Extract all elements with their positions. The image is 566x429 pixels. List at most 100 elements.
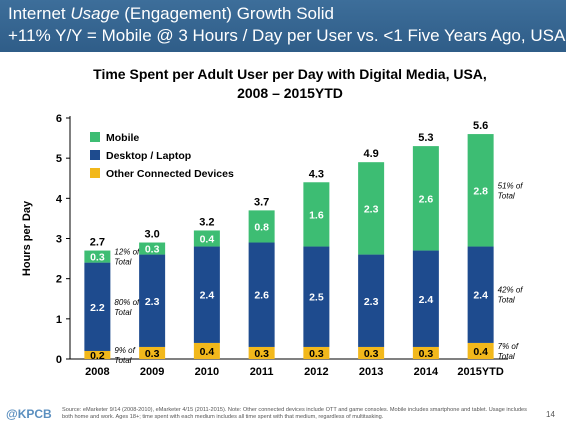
data-label-mobile: 0.3	[90, 252, 105, 264]
data-label-other: 0.3	[145, 348, 160, 360]
y-tick-label: 1	[56, 314, 62, 326]
total-label: 4.9	[363, 148, 378, 160]
bar-mobile	[84, 250, 111, 263]
total-label: 2.7	[90, 237, 105, 249]
total-label: 3.0	[144, 229, 159, 241]
bar-other	[412, 346, 439, 359]
x-tick-label: 2014	[414, 366, 439, 378]
data-label-desktop: 2.4	[419, 294, 434, 306]
y-tick-label: 0	[56, 354, 62, 366]
bar-mobile	[139, 242, 166, 255]
footer-source-note: Source: eMarketer 9/14 (2008-2010), eMar…	[62, 407, 527, 420]
data-label-desktop: 2.2	[90, 302, 105, 314]
x-tick-label: 2010	[195, 366, 219, 378]
bar-mobile	[467, 134, 494, 247]
data-label-desktop: 2.3	[145, 296, 160, 308]
y-axis-label: Hours per Day	[21, 200, 33, 276]
bar-other	[139, 346, 166, 359]
bar-other	[248, 346, 275, 359]
bar-desktop	[139, 254, 166, 347]
data-label-mobile: 0.3	[145, 244, 160, 256]
chart-title-line2: 2008 – 2015YTD	[237, 85, 343, 101]
share-annotation: Total	[114, 356, 131, 365]
header-title-line1: Internet Usage (Engagement) Growth Solid	[8, 4, 335, 23]
x-tick-label: 2013	[359, 366, 383, 378]
bar-desktop	[303, 246, 330, 347]
bar-mobile	[303, 182, 330, 247]
data-label-mobile: 1.6	[309, 209, 324, 221]
data-label-other: 0.3	[254, 348, 269, 360]
legend-label-mobile: Mobile	[106, 132, 139, 144]
total-label: 3.7	[254, 196, 269, 208]
bar-other	[303, 346, 330, 359]
bar-mobile	[248, 210, 275, 243]
x-tick-label: 2009	[140, 366, 164, 378]
x-tick-label: 2015YTD	[457, 366, 504, 378]
data-label-desktop: 2.4	[200, 290, 215, 302]
data-label-desktop: 2.3	[364, 296, 379, 308]
legend-swatch-other	[90, 168, 100, 178]
y-tick-label: 5	[56, 153, 62, 165]
legend-swatch-desktop	[90, 150, 100, 160]
kpcb-logo: @KPCB	[6, 407, 52, 421]
share-annotation: 80% of	[114, 298, 140, 307]
legend-label-other: Other Connected Devices	[106, 168, 234, 180]
header-banner: Internet Usage (Engagement) Growth Solid…	[0, 0, 566, 52]
chart-title-line1: Time Spent per Adult User per Day with D…	[93, 66, 487, 82]
share-annotation: Total	[498, 352, 515, 361]
data-label-other: 0.4	[473, 346, 488, 358]
bar-desktop	[248, 242, 275, 347]
data-label-mobile: 2.8	[473, 185, 488, 197]
x-tick-label: 2011	[250, 366, 274, 378]
bar-other	[467, 342, 494, 359]
share-annotation: 7% of	[498, 342, 519, 351]
bar-mobile	[358, 162, 385, 255]
bar-other	[84, 350, 111, 359]
data-label-mobile: 0.8	[254, 221, 269, 233]
share-annotation: 42% of	[498, 286, 524, 295]
share-annotation: Total	[114, 308, 131, 317]
y-tick-label: 3	[56, 234, 62, 246]
bar-desktop	[358, 254, 385, 347]
y-tick-label: 2	[56, 274, 62, 286]
share-annotation: 51% of	[498, 181, 524, 190]
total-label: 5.3	[418, 132, 433, 144]
share-annotation: Total	[498, 191, 515, 200]
share-annotation: Total	[114, 258, 131, 267]
data-label-desktop: 2.5	[309, 292, 324, 304]
x-tick-label: 2012	[304, 366, 328, 378]
page-number: 14	[546, 410, 555, 419]
bar-desktop	[193, 246, 220, 343]
header-title-line2: +11% Y/Y = Mobile @ 3 Hours / Day per Us…	[8, 26, 566, 45]
share-annotation: Total	[498, 296, 515, 305]
data-label-desktop: 2.6	[254, 290, 269, 302]
total-label: 3.2	[199, 216, 214, 228]
bar-mobile	[193, 230, 220, 247]
data-label-other: 0.3	[419, 348, 434, 360]
bar-other	[193, 342, 220, 359]
share-annotation: 9% of	[114, 346, 135, 355]
data-label-mobile: 0.4	[200, 234, 215, 246]
chart-title: Time Spent per Adult User per Day with D…	[40, 65, 540, 103]
data-label-other: 0.3	[364, 348, 379, 360]
bar-desktop	[467, 246, 494, 343]
data-label-desktop: 2.4	[473, 290, 488, 302]
data-label-mobile: 2.6	[419, 193, 434, 205]
bar-desktop	[84, 262, 111, 351]
x-tick-label: 2008	[85, 366, 109, 378]
bar-mobile	[412, 146, 439, 251]
data-label-mobile: 2.3	[364, 203, 379, 215]
bar-other	[358, 346, 385, 359]
data-label-other: 0.2	[90, 350, 105, 362]
share-annotation: 12% of	[114, 248, 140, 257]
y-tick-label: 6	[56, 113, 62, 125]
total-label: 4.3	[309, 168, 324, 180]
y-tick-label: 4	[56, 193, 63, 205]
legend-label-desktop: Desktop / Laptop	[106, 150, 191, 162]
total-label: 5.6	[473, 120, 488, 132]
bar-desktop	[412, 250, 439, 347]
data-label-other: 0.3	[309, 348, 324, 360]
legend-swatch-mobile	[90, 132, 100, 142]
data-label-other: 0.4	[200, 346, 215, 358]
